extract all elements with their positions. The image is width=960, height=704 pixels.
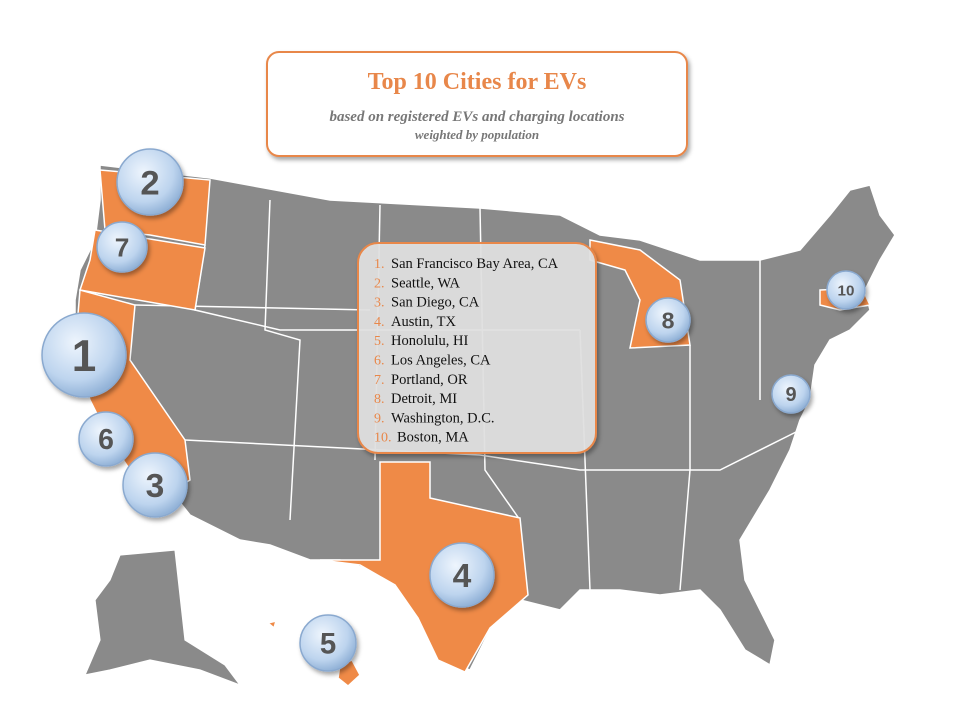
marker-label: 4 bbox=[453, 558, 472, 595]
list-rank: 6. bbox=[374, 354, 385, 369]
list-rank: 2. bbox=[374, 276, 385, 291]
list-rank: 5. bbox=[374, 334, 385, 349]
marker-label: 3 bbox=[146, 468, 165, 505]
marker-label: 5 bbox=[320, 628, 336, 661]
list-rank: 4. bbox=[374, 315, 385, 330]
list-rank: 9. bbox=[374, 411, 385, 426]
list-city: Detroit, MI bbox=[391, 391, 457, 407]
list-city: Seattle, WA bbox=[391, 275, 461, 291]
list-city: San Diego, CA bbox=[391, 295, 480, 311]
marker-bubble bbox=[645, 297, 691, 343]
marker-label: 7 bbox=[115, 232, 130, 262]
list-city: San Francisco Bay Area, CA bbox=[391, 256, 559, 272]
marker-bubble bbox=[429, 542, 495, 608]
subtitle: based on registered EVs and charging loc… bbox=[329, 109, 624, 125]
city-list: 1. San Francisco Bay Area, CA 2. Seattle, W… bbox=[374, 256, 559, 446]
marker-label: 1 bbox=[72, 332, 97, 381]
list-city: Los Angeles, CA bbox=[391, 353, 491, 369]
marker-label: 2 bbox=[140, 164, 159, 202]
list-city: Austin, TX bbox=[391, 314, 457, 330]
marker-bubble bbox=[826, 270, 866, 310]
list-city: Portland, OR bbox=[391, 372, 468, 388]
marker-bubble bbox=[116, 148, 184, 216]
marker-label: 9 bbox=[785, 384, 796, 406]
marker-bubble bbox=[771, 374, 811, 414]
list-box bbox=[357, 242, 597, 454]
title-box bbox=[266, 51, 688, 157]
list-rank: 3. bbox=[374, 296, 385, 311]
list-rank: 1. bbox=[374, 257, 385, 272]
marker-bubble bbox=[122, 452, 188, 518]
markers: 1 2 3 4 5 6 7 8 9 10 bbox=[41, 148, 866, 672]
list-rank: 8. bbox=[374, 392, 385, 407]
marker-bubble bbox=[78, 411, 134, 467]
marker-bubble bbox=[41, 312, 127, 398]
list-city: Honolulu, HI bbox=[391, 333, 469, 349]
marker-label: 6 bbox=[98, 424, 114, 456]
list-rank: 7. bbox=[374, 373, 385, 388]
list-city: Washington, D.C. bbox=[391, 410, 495, 426]
marker-label: 8 bbox=[662, 307, 675, 333]
list-rank: 10. bbox=[374, 431, 392, 446]
title: Top 10 Cities for EVs bbox=[368, 69, 587, 95]
marker-bubble bbox=[299, 614, 357, 672]
list-city: Boston, MA bbox=[397, 430, 469, 446]
marker-bubble bbox=[96, 221, 148, 273]
note: weighted by population bbox=[415, 127, 539, 142]
marker-label: 10 bbox=[838, 282, 855, 299]
